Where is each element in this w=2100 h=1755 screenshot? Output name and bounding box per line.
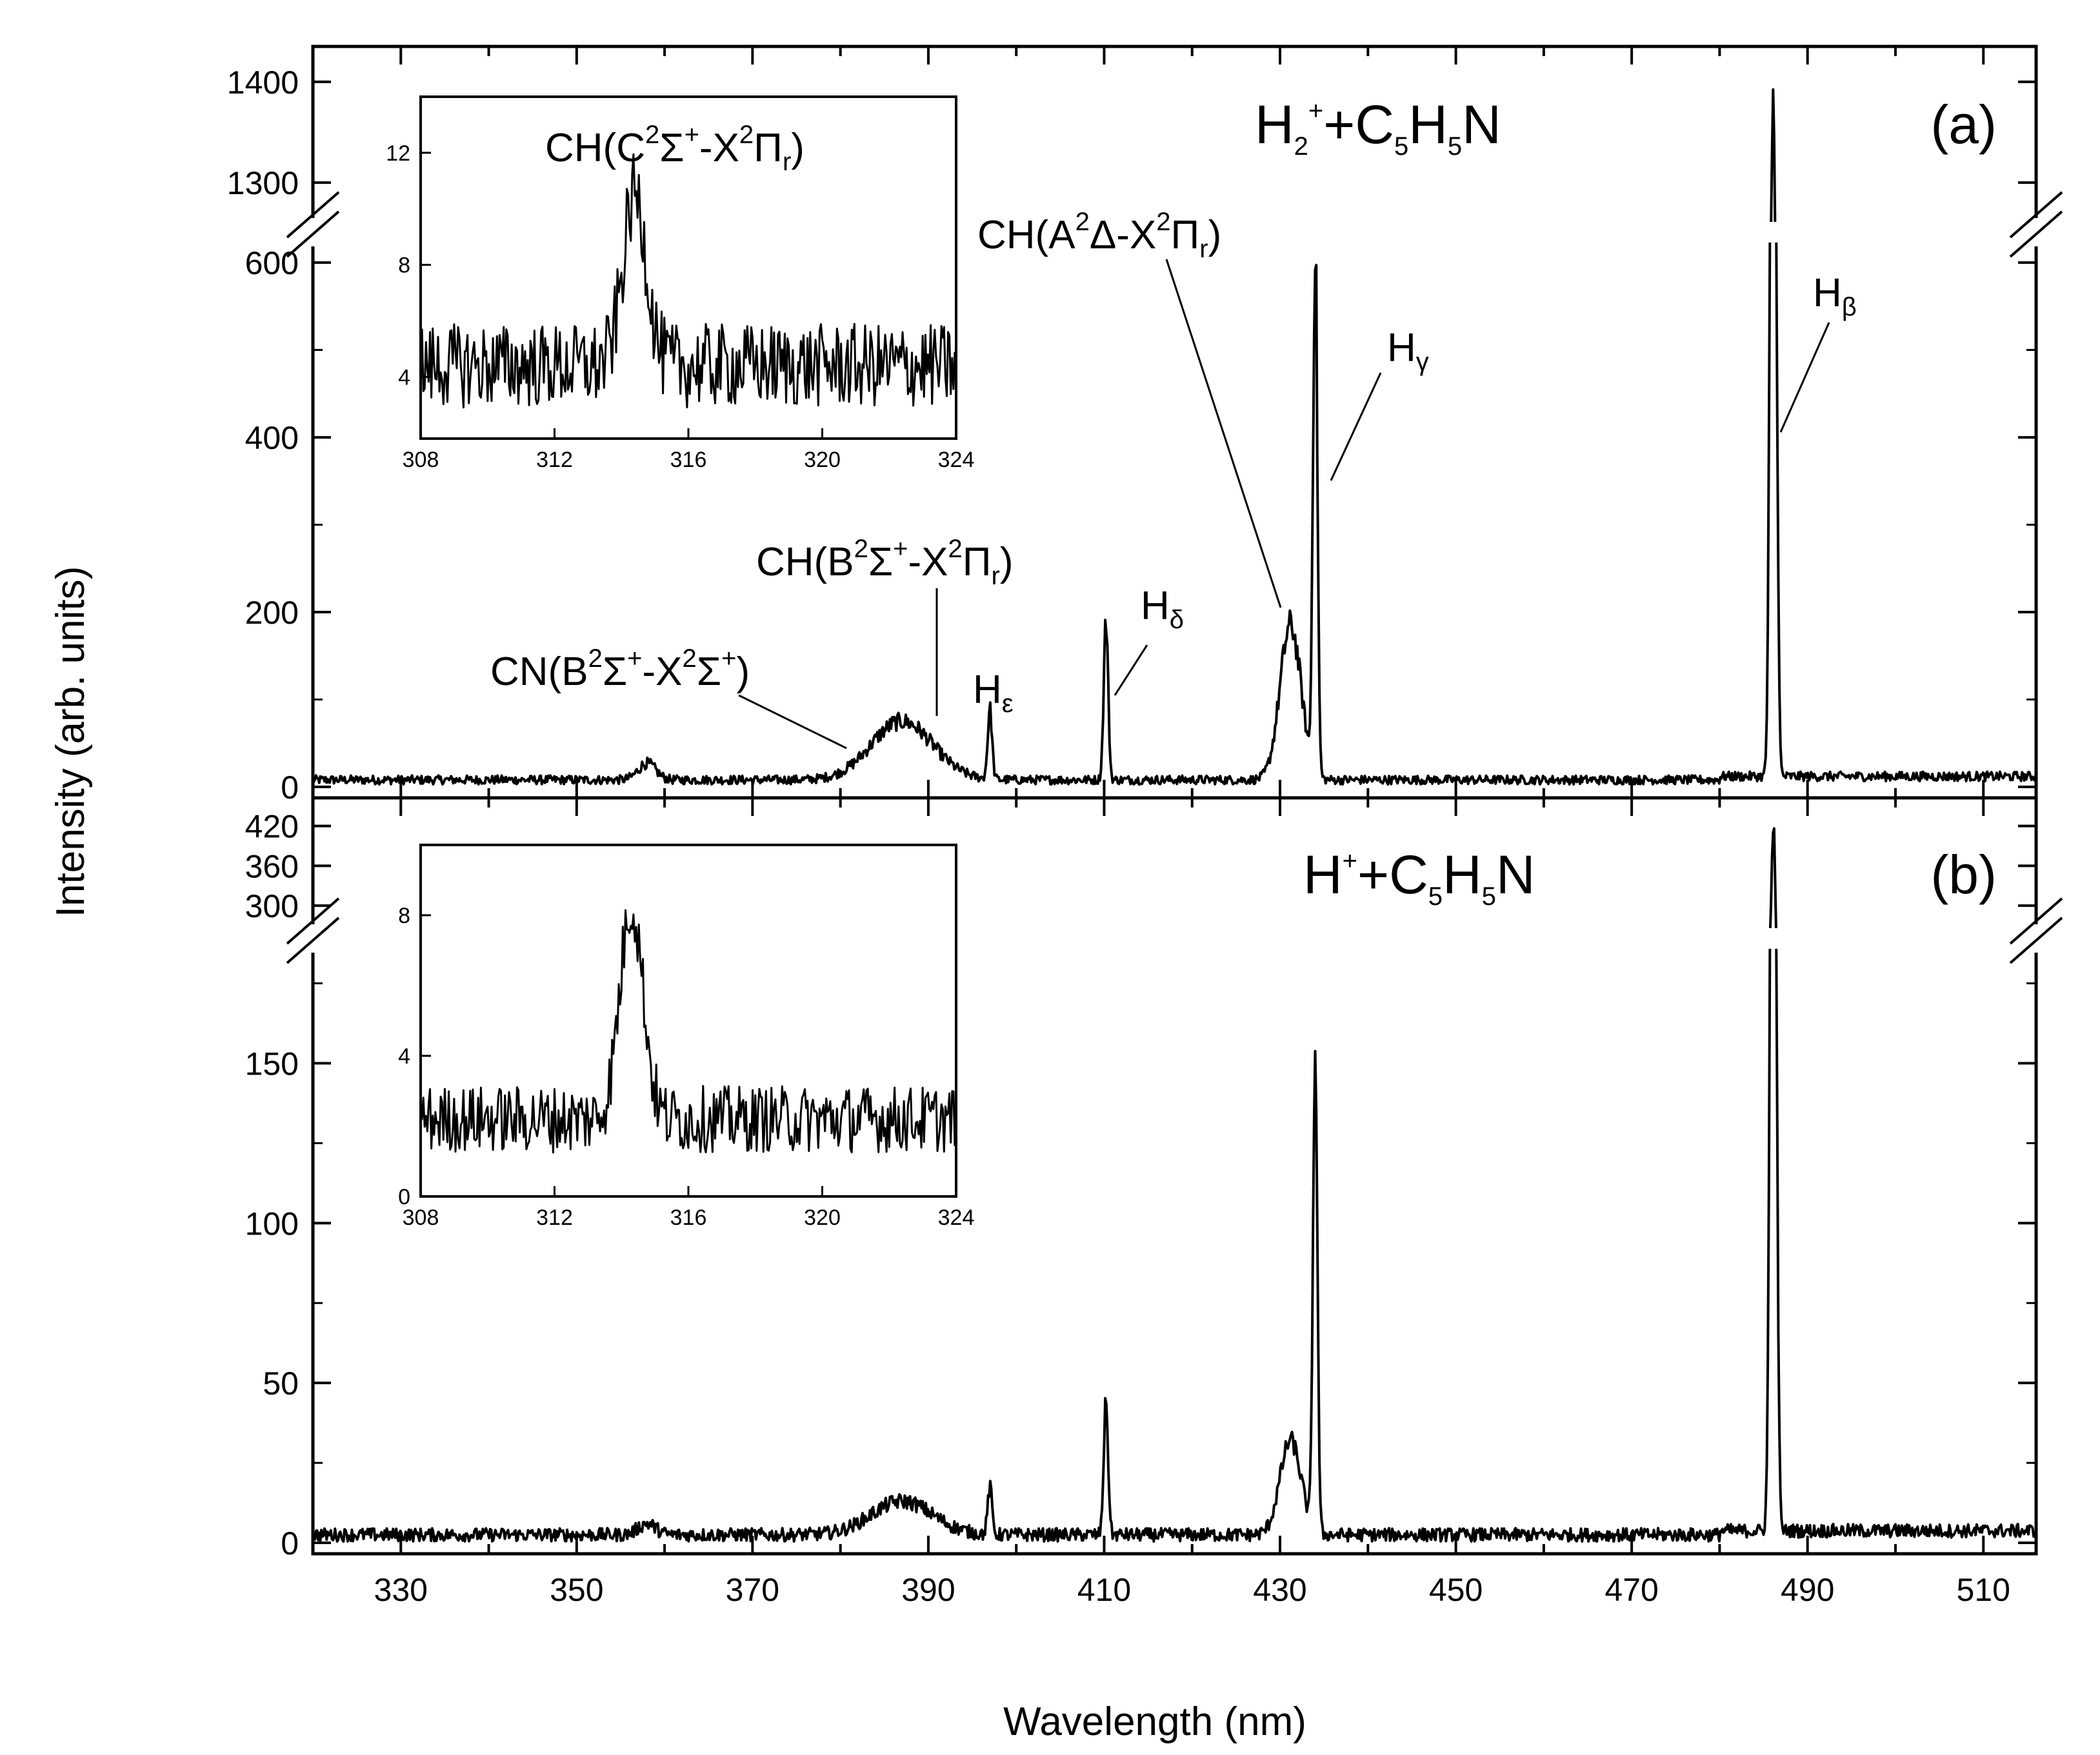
- y-tick-label: 1400: [227, 64, 299, 101]
- y-tick-label: 50: [263, 1365, 299, 1402]
- annotation-h-delta: Hδ: [1114, 584, 1184, 696]
- y-axis-title: Intensity (arb. units): [48, 566, 93, 917]
- y-tick-label: 100: [245, 1205, 299, 1242]
- panel-a-inset-spectrum-line: [419, 153, 956, 409]
- panel-b-inset-spectrum-line: [419, 909, 956, 1154]
- annotation-ch-b: CH(B2Σ+-X2Πr): [756, 535, 1014, 716]
- annotation-h-epsilon-label: Hε: [973, 668, 1014, 718]
- annotation-h-delta-label: Hδ: [1141, 584, 1184, 634]
- inset-y-tick-label: 8: [398, 904, 410, 928]
- y-tick-label: 600: [245, 245, 299, 281]
- annotation-h-beta: Hβ: [1779, 271, 1857, 433]
- annotation-ch-a-leader: [1165, 259, 1282, 608]
- y-tick-label: 150: [245, 1046, 299, 1082]
- axis-gap: [308, 924, 318, 953]
- axis-break-slash: [286, 191, 340, 239]
- panel-b-label: (b): [1930, 844, 1997, 905]
- annotation-h-delta-leader: [1114, 644, 1148, 696]
- x-axis-title: Wavelength (nm): [1003, 1700, 1306, 1744]
- inset-x-tick-label: 316: [670, 448, 707, 472]
- annotation-h-gamma-leader: [1330, 372, 1382, 481]
- annotation-cn-label: CN(B2Σ+-X2Σ+): [490, 644, 750, 694]
- x-tick-label: 450: [1429, 1572, 1483, 1608]
- peak-gap: [1766, 222, 1780, 243]
- inset-y-tick-label: 4: [398, 365, 410, 390]
- panel-a-inset-title: CH(C2Σ+-X2Πr): [545, 121, 805, 176]
- panel-b-frame: [311, 796, 2038, 1556]
- y-tick-label: 400: [245, 420, 299, 456]
- annotation-cn-leader: [738, 694, 847, 749]
- annotation-h-beta-label: Hβ: [1813, 271, 1857, 321]
- annotation-ch-a: CH(A2Δ-X2Πr): [977, 208, 1282, 608]
- x-tick-label: 330: [374, 1572, 428, 1608]
- y-tick-label: 0: [281, 769, 299, 806]
- inset-x-tick-label: 316: [670, 1205, 707, 1230]
- x-tick-label: 370: [726, 1572, 779, 1608]
- axis-gap: [2031, 924, 2041, 953]
- panel-a-label: (a): [1930, 94, 1997, 155]
- inset-x-tick-label: 308: [403, 1205, 439, 1230]
- panel-a-y-ticks: 0 200 400 600 1300 1400: [227, 64, 2036, 806]
- x-tick-label: 410: [1077, 1572, 1131, 1608]
- panel-a-axis-break: [286, 191, 2063, 258]
- y-tick-label: 420: [245, 809, 299, 845]
- x-tick-label: 430: [1253, 1572, 1306, 1608]
- panel-a-spectrum-line: [312, 88, 2037, 786]
- annotation-h-gamma: Hγ: [1330, 326, 1429, 481]
- inset-y-tick-label: 12: [386, 141, 410, 166]
- axis-break-slash: [286, 210, 340, 258]
- panel-a-system-label: H2++C5H5N: [1255, 94, 1501, 161]
- inset-x-tick-label: 324: [938, 448, 975, 472]
- inset-x-tick-label: 320: [804, 1205, 841, 1230]
- inset-x-tick-label: 308: [403, 448, 439, 472]
- inset-x-tick-label: 312: [536, 1205, 573, 1230]
- axis-break-slash: [2009, 917, 2063, 964]
- peak-gap: [1766, 928, 1780, 949]
- annotation-cn: CN(B2Σ+-X2Σ+): [490, 644, 847, 749]
- axis-break-slash: [2009, 191, 2063, 239]
- inset-y-tick-label: 4: [398, 1044, 410, 1069]
- x-tick-label: 510: [1957, 1572, 2010, 1608]
- x-tick-label: 390: [901, 1572, 955, 1608]
- annotation-ch-b-label: CH(B2Σ+-X2Πr): [756, 535, 1014, 590]
- panel-b-system-label: H++C5H5N: [1303, 844, 1535, 911]
- x-tick-label: 490: [1781, 1572, 1834, 1608]
- panel-b-inset-ticks: 308 312 316 320 324 0 4 8: [398, 904, 974, 1230]
- axis-break-slash: [2009, 897, 2063, 945]
- panel-a: 0 200 400 600 1300 1400 H2++C5H5N (a) CN(B2Σ+…: [227, 45, 2063, 806]
- axis-gap: [2031, 218, 2041, 246]
- x-tick-labels: 330 350 370 390 410 430 450 470 490 510: [374, 1572, 2010, 1608]
- y-tick-label: 0: [281, 1525, 299, 1562]
- panel-b-inset: 308 312 316 320 324 0 4 8: [398, 844, 974, 1230]
- annotation-h-epsilon: Hε: [973, 668, 1014, 718]
- axis-break-slash: [286, 897, 340, 945]
- annotation-ch-a-label: CH(A2Δ-X2Πr): [977, 208, 1221, 263]
- x-tick-label: 350: [550, 1572, 603, 1608]
- y-tick-label: 200: [245, 595, 299, 631]
- panel-a-inset: 308 312 316 320 324 4 8 12 CH(C2Σ+-X2Πr): [386, 95, 974, 472]
- y-tick-label: 360: [245, 848, 299, 884]
- panel-a-inset-ticks: 308 312 316 320 324 4 8 12: [386, 141, 974, 472]
- inset-y-tick-label: 0: [398, 1185, 410, 1209]
- y-tick-label: 1300: [227, 165, 299, 201]
- y-tick-label: 300: [245, 888, 299, 924]
- inset-x-tick-label: 324: [938, 1205, 975, 1230]
- axis-break-slash: [2009, 210, 2063, 258]
- annotation-h-gamma-label: Hγ: [1387, 326, 1429, 376]
- inset-x-tick-label: 320: [804, 448, 841, 472]
- panel-b-spectrum-line: [312, 827, 2037, 1543]
- annotation-h-beta-leader: [1779, 322, 1830, 433]
- panel-b-axis-break: [286, 897, 2063, 964]
- axis-break-slash: [286, 917, 340, 964]
- inset-x-tick-label: 312: [536, 448, 573, 472]
- axis-gap: [308, 218, 318, 246]
- x-tick-label: 470: [1605, 1572, 1658, 1608]
- inset-y-tick-label: 8: [398, 253, 410, 278]
